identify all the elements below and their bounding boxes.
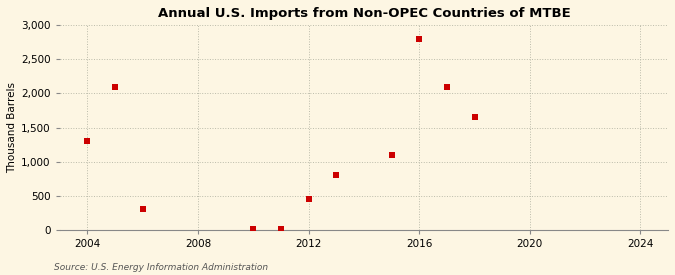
Point [248,227,259,231]
Point [82,139,93,143]
Point [469,115,480,120]
Point [275,227,286,231]
Y-axis label: Thousand Barrels: Thousand Barrels [7,82,17,173]
Point [386,153,397,157]
Point [137,207,148,211]
Title: Annual U.S. Imports from Non-OPEC Countries of MTBE: Annual U.S. Imports from Non-OPEC Countr… [157,7,570,20]
Point [414,37,425,41]
Point [441,84,452,89]
Point [303,197,314,201]
Point [109,84,120,89]
Text: Source: U.S. Energy Information Administration: Source: U.S. Energy Information Administ… [54,263,268,272]
Point [331,173,342,177]
